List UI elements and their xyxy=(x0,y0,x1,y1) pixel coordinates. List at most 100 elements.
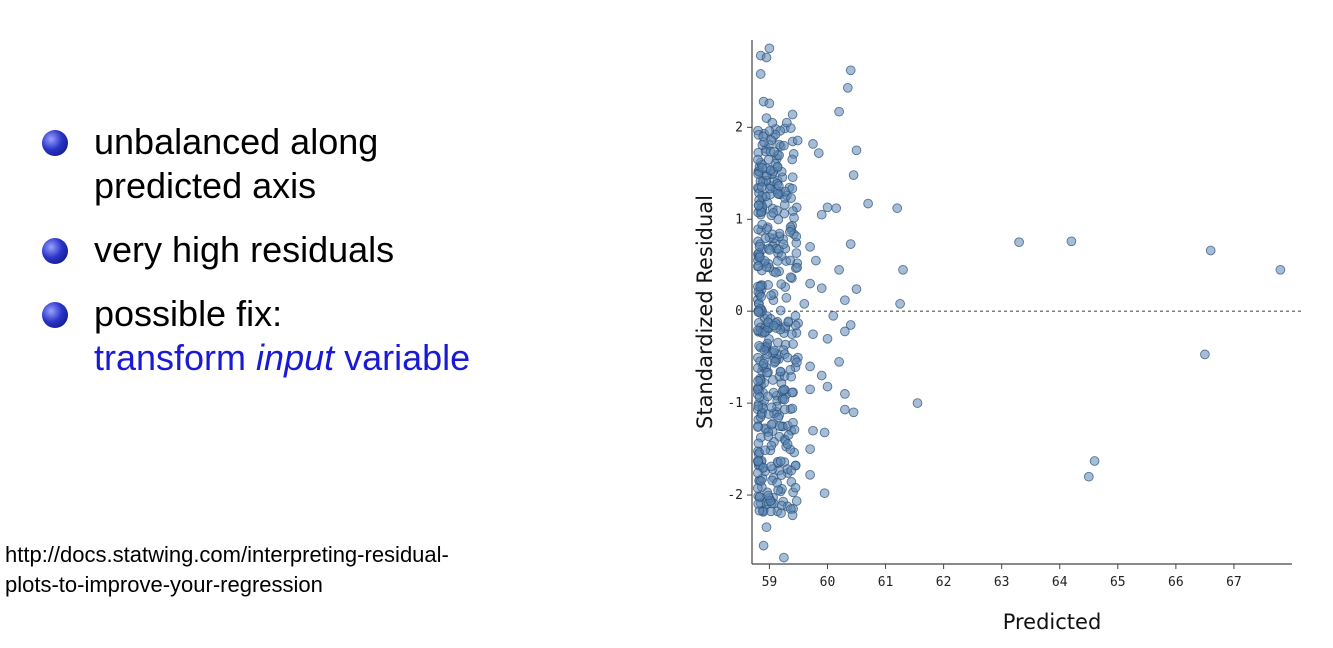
data-point xyxy=(775,366,786,377)
bullet-item-possible-fix: possible fix: transform input variable xyxy=(40,292,600,380)
data-point xyxy=(768,320,779,331)
data-point xyxy=(762,391,773,402)
data-point xyxy=(772,161,783,172)
data-point xyxy=(752,325,763,336)
data-point xyxy=(805,241,815,252)
data-point xyxy=(828,310,839,321)
y-tick-label: 2 xyxy=(735,120,743,135)
data-point xyxy=(754,392,765,402)
fix-text-pre: transform xyxy=(94,337,257,378)
data-point xyxy=(845,239,856,249)
data-point xyxy=(792,135,803,146)
x-tick-label: 66 xyxy=(1168,575,1184,590)
y-tick-label: -2 xyxy=(727,488,743,503)
data-point xyxy=(787,154,798,165)
data-point xyxy=(764,43,775,54)
data-point xyxy=(756,291,767,302)
data-point xyxy=(753,456,764,467)
data-point xyxy=(782,439,793,449)
data-point xyxy=(785,227,795,237)
data-point xyxy=(783,316,794,327)
data-point xyxy=(764,126,775,136)
data-point xyxy=(771,267,781,278)
data-point xyxy=(753,438,764,449)
bullet-dot-icon xyxy=(42,238,68,264)
data-point xyxy=(1089,456,1100,466)
data-point xyxy=(753,154,763,165)
x-tick-label: 60 xyxy=(820,575,836,590)
data-point xyxy=(790,320,801,331)
data-point xyxy=(892,203,903,214)
data-point xyxy=(1083,471,1094,482)
data-point xyxy=(764,245,775,255)
data-point xyxy=(766,290,776,301)
data-point xyxy=(757,219,768,230)
data-point xyxy=(792,262,802,273)
data-point xyxy=(756,182,767,192)
data-point xyxy=(778,239,789,250)
x-tick-label: 62 xyxy=(936,575,952,590)
data-point xyxy=(799,298,810,309)
data-point xyxy=(773,188,783,199)
data-point xyxy=(757,163,768,173)
data-point xyxy=(851,145,862,156)
data-point xyxy=(772,256,783,266)
data-point xyxy=(1200,349,1210,360)
data-point xyxy=(805,361,815,372)
data-point xyxy=(840,389,850,399)
data-point xyxy=(785,255,796,266)
source-url: http://docs.statwing.com/interpreting-re… xyxy=(5,540,449,600)
data-point xyxy=(808,425,818,436)
data-points xyxy=(752,43,1286,563)
bullet-list: unbalanced along predicted axis very hig… xyxy=(40,120,600,400)
data-point xyxy=(779,552,789,563)
data-point xyxy=(787,183,798,194)
data-point xyxy=(755,281,766,292)
data-point xyxy=(840,404,850,415)
data-point xyxy=(766,402,777,413)
data-point xyxy=(766,461,776,472)
data-point xyxy=(775,456,786,467)
data-point xyxy=(753,422,763,432)
data-point xyxy=(791,248,802,258)
data-point xyxy=(761,522,772,533)
data-point xyxy=(787,329,797,340)
x-tick-label: 59 xyxy=(762,575,778,590)
data-point xyxy=(842,82,853,93)
fix-text-post: variable xyxy=(334,337,471,378)
data-point xyxy=(773,214,784,225)
data-point xyxy=(768,207,779,218)
data-point xyxy=(764,183,775,194)
data-point xyxy=(753,200,764,211)
y-tick-label: 0 xyxy=(735,304,743,319)
data-point xyxy=(754,241,765,252)
data-point xyxy=(848,407,859,418)
data-point xyxy=(763,431,774,442)
data-point xyxy=(787,403,798,414)
data-point xyxy=(792,357,802,368)
data-point xyxy=(758,358,769,369)
data-point xyxy=(840,326,850,337)
data-point xyxy=(789,424,800,435)
data-point xyxy=(822,333,833,344)
data-point xyxy=(776,508,786,519)
data-point xyxy=(766,135,777,146)
data-point xyxy=(774,421,785,431)
data-point xyxy=(816,209,827,220)
data-point xyxy=(822,381,833,392)
data-point xyxy=(764,98,775,109)
y-tick-label: 1 xyxy=(735,212,743,227)
data-point xyxy=(831,203,842,214)
data-point xyxy=(763,490,774,501)
data-point xyxy=(776,470,787,480)
data-point xyxy=(773,485,783,496)
data-point xyxy=(787,109,798,120)
data-point xyxy=(848,170,859,180)
data-point xyxy=(779,394,790,405)
data-point xyxy=(808,139,818,149)
source-url-line: http://docs.statwing.com/interpreting-re… xyxy=(5,542,449,567)
bullet-text: unbalanced along xyxy=(94,121,379,162)
x-tick-label: 65 xyxy=(1110,575,1126,590)
data-point xyxy=(781,292,792,303)
data-point xyxy=(769,345,780,356)
